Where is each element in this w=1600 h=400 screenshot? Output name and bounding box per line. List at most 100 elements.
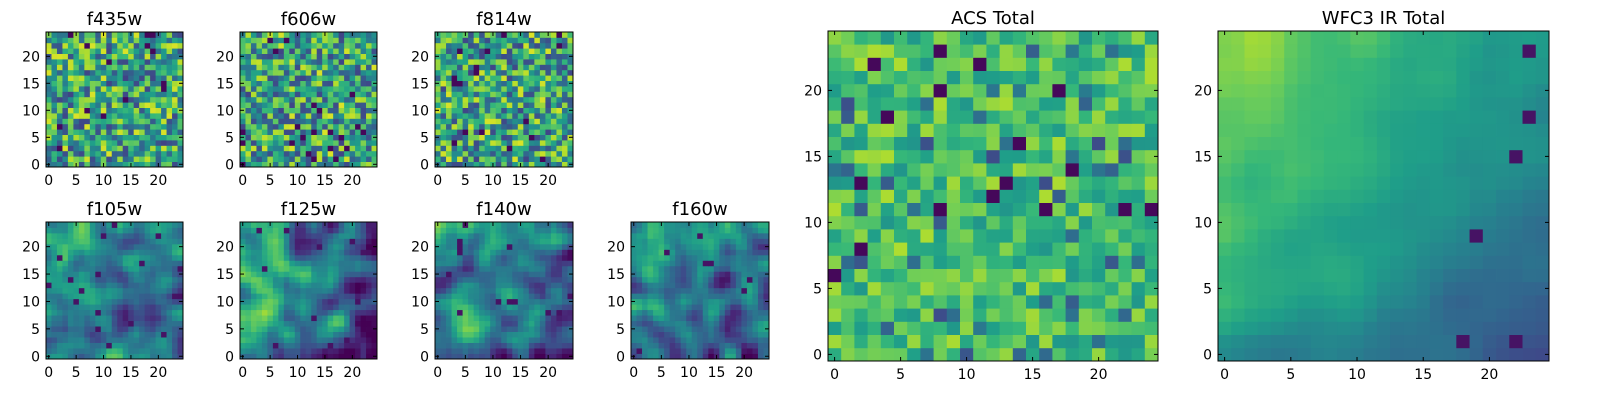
panel-6-cell [451,342,458,349]
panel-3-cell [451,150,458,157]
panel-8-cell [828,202,842,217]
panel-1-cell [139,37,146,44]
panel-1-cell [100,102,107,108]
panel-3-cell [539,91,546,98]
panel-7-cell [713,227,720,234]
panel-7-cell [702,254,709,261]
panel-3-cell [523,123,530,130]
panel-6-cell [468,254,475,261]
panel-8-cell [1092,176,1106,190]
panel-2-cell [240,69,246,76]
panel-2-cell [250,145,257,152]
panel-4-cell [161,287,167,294]
panel-6-cell [446,249,452,256]
panel-3-cell [495,102,502,108]
panel-2-cell [316,86,323,92]
panel-3-cell [534,102,541,108]
panel-1-cell [89,42,96,49]
panel-2-ytick-label: 15 [216,76,234,92]
panel-7-cell [664,331,671,338]
panel-1-cell [117,86,124,92]
panel-6-cell [490,260,497,267]
panel-4-cell [128,348,135,354]
panel-3-cell [528,64,535,71]
panel-4-cell [78,243,85,250]
panel-4-cell [89,232,96,239]
panel-1-cell [62,96,69,103]
panel-1-cell [133,129,140,135]
panel-7-cell [691,276,698,283]
panel-2-cell [267,64,274,71]
panel-6-cell [484,260,491,267]
panel-1-cell [155,156,162,162]
panel-7-cell [724,254,731,261]
panel-4-cell [51,331,58,338]
panel-4-cell [73,337,80,343]
panel-1-cell [150,134,156,141]
panel-4-cell [46,249,52,256]
panel-5-cell [289,337,296,343]
panel-6-cell [462,287,469,294]
panel-5-cell [250,271,257,278]
panel-8-cell [1052,268,1066,283]
panel-5-cell [278,249,285,256]
panel-3-cell [457,150,463,157]
panel-2-cell [250,129,257,135]
panel-2-cell [267,134,274,141]
panel-3-cell [512,48,519,54]
panel-4-cell [161,254,167,261]
panel-4-cell [84,238,91,245]
panel-2-cell [245,48,252,54]
panel-4-cell [111,342,118,349]
panel-3-cell [517,134,524,141]
panel-4-cell [51,298,58,305]
panel-6-cell [523,282,530,289]
panel-3-cell [473,150,480,157]
panel-6-cell [512,309,519,316]
panel-8-cell [1052,255,1066,269]
panel-3-xtick-label: 15 [512,173,530,189]
panel-4-cell [172,320,178,327]
panel-5-cell [366,348,372,354]
panel-7-cell [724,265,731,272]
panel-7-cell [763,309,770,316]
panel-2-cell [250,91,257,98]
panel-7-cell [719,320,726,327]
panel-3-cell [484,161,491,168]
panel-5-cell [360,271,367,278]
panel-1-cell [166,102,173,108]
panel-2-cell [338,113,345,119]
panel-5-cell [294,331,301,338]
panel-6-cell [545,337,552,343]
panel-2-cell [349,107,356,114]
panel-3-cell [446,59,452,65]
panel-8-cell [986,281,1000,296]
panel-7-cell [686,232,693,239]
panel-2-cell [344,48,350,54]
panel-6-cell [523,353,530,360]
panel-6-cell [539,315,546,322]
panel-5-cell [316,287,323,294]
panel-4-cell [144,337,151,343]
panel-5-cell [327,353,334,360]
panel-3-cell [462,140,469,146]
panel-3-cell [501,59,508,65]
panel-4-cell [122,309,129,316]
panel-2-cell [316,134,323,141]
panel-7-cell [697,315,704,322]
panel-1-cell [51,32,58,38]
panel-8-cell [907,268,921,283]
panel-4-cell [78,254,85,261]
panel-5-cell [360,298,367,305]
panel-3-cell [440,53,447,60]
panel-7-cell [730,331,737,338]
panel-2-cell [338,150,345,157]
panel-1-cell [117,123,124,130]
panel-3-cell [550,75,557,81]
panel-4-cell [51,243,58,250]
panel-6-cell [550,222,557,228]
panel-3-cell [501,96,508,103]
panel-2-cell [261,53,268,60]
panel-6-cell [512,260,519,267]
panel-5-cell [294,271,301,278]
